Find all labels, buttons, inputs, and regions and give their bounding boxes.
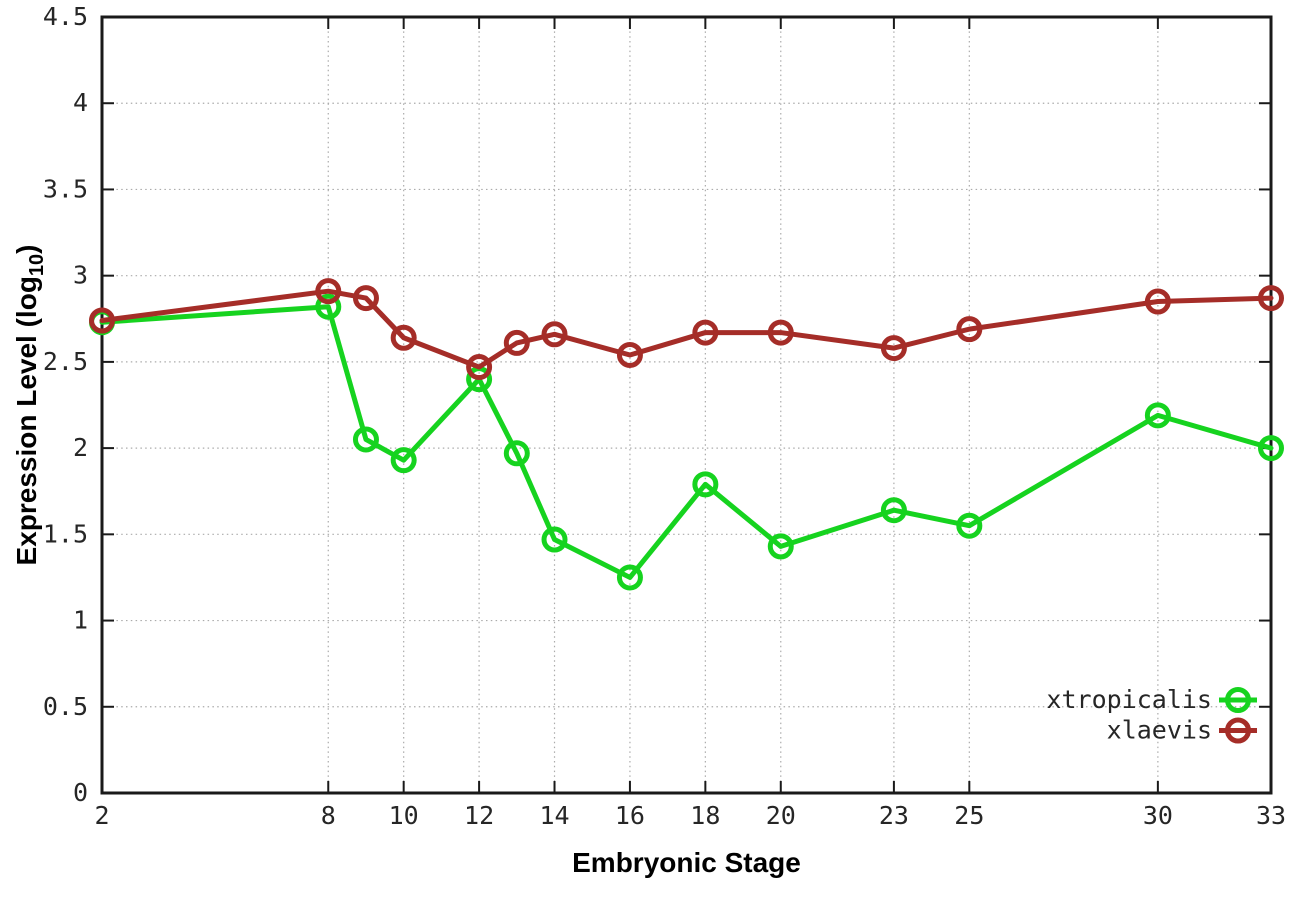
y-tick-label: 3.5 [43,174,88,203]
data-point-xtropicalis [541,526,568,553]
y-tick-label: 1.5 [43,519,88,548]
data-point-xtropicalis [503,440,530,467]
data-point-xlaevis [503,329,530,356]
x-tick-label: 2 [94,801,109,830]
data-point-xlaevis [692,319,719,346]
data-point-xlaevis [956,316,983,343]
x-tick-label: 25 [954,801,984,830]
legend-marker-xlaevis [1225,717,1251,744]
x-tick-label: 16 [615,801,645,830]
data-point-xlaevis [1258,285,1284,312]
legend-marker-xtropicalis [1225,687,1251,713]
series-line-xtropicalis [99,304,1274,580]
data-point-xtropicalis [1258,435,1284,462]
data-point-xlaevis [616,341,643,368]
y-tick-label: 2.5 [43,347,88,376]
data-point-xtropicalis [616,564,643,591]
data-point-xtropicalis [692,471,719,498]
data-point-xtropicalis [352,426,379,453]
x-tick-label: 33 [1256,801,1286,830]
y-tick-label: 2 [73,433,88,462]
legend-label-xtropicalis: xtropicalis [1046,685,1212,714]
x-tick-label: 12 [464,801,494,830]
x-tick-label: 18 [690,801,720,830]
x-tick-label: 10 [389,801,419,830]
data-point-xlaevis [541,321,568,348]
data-point-xlaevis [390,324,417,351]
x-tick-label: 8 [321,801,336,830]
data-point-xtropicalis [315,293,342,320]
x-tick-label: 30 [1143,801,1173,830]
y-tick-label: 0 [73,778,88,807]
data-point-xlaevis [1144,288,1171,315]
y-tick-label: 1 [73,606,88,635]
data-point-xtropicalis [767,533,794,560]
data-point-xlaevis [880,335,907,362]
x-tick-label: 14 [539,801,569,830]
y-tick-label: 4.5 [43,2,88,31]
data-point-xtropicalis [1144,402,1171,429]
y-tick-label: 3 [73,261,88,290]
data-point-xlaevis [315,278,342,305]
data-point-xtropicalis [880,497,907,524]
y-tick-label: 4 [73,88,88,117]
data-point-xlaevis [466,354,493,381]
data-point-xlaevis [767,319,794,346]
legend-label-xlaevis: xlaevis [1107,716,1212,745]
y-axis-title: Expression Level (log10) [11,245,48,566]
x-axis-title: Embryonic Stage [572,847,801,878]
plot-border [100,15,1273,795]
y-tick-label: 0.5 [43,692,88,721]
data-point-xlaevis [352,285,379,312]
series-line-xlaevis [99,288,1274,370]
data-point-xtropicalis [956,512,983,539]
data-point-xlaevis [89,307,115,334]
x-tick-label: 20 [766,801,796,830]
x-tick-label: 23 [879,801,909,830]
data-point-xtropicalis [390,447,417,474]
